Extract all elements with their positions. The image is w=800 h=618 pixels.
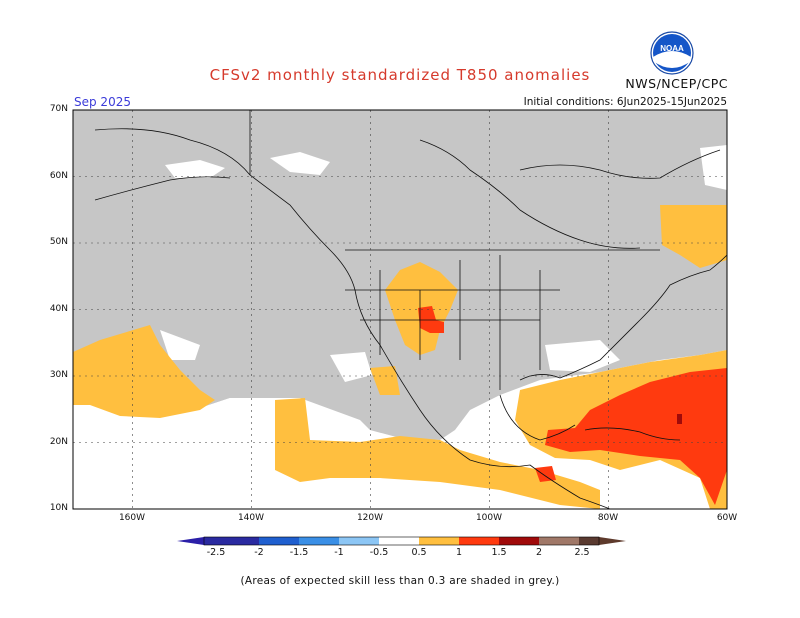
colorbar-tick: 2.5 <box>574 547 590 558</box>
noaa-logo: NOAA <box>650 31 694 75</box>
lon-label: 60W <box>716 513 738 523</box>
colorbar-tick: -1 <box>334 547 344 558</box>
anomaly-region-pacific-mexico <box>275 398 600 509</box>
anomaly-region-atlantic-canada <box>660 205 727 268</box>
colorbar <box>177 536 626 546</box>
colorbar-high-end <box>599 537 626 545</box>
svg-text:NOAA: NOAA <box>660 44 684 53</box>
colorbar-tick: -2 <box>254 547 264 558</box>
anomaly-region-pacific-north <box>73 325 215 418</box>
anomaly-region-caribbean <box>545 368 727 505</box>
colorbar-tick: 2 <box>535 547 543 558</box>
colorbar-low-end <box>177 537 204 545</box>
colorbar-tick: -2.5 <box>206 547 226 558</box>
lat-label: 70N <box>49 104 68 114</box>
lat-label: 60N <box>49 171 68 181</box>
lat-label: 40N <box>49 304 68 314</box>
colorbar-tick: -1.5 <box>289 547 309 558</box>
lon-label: 120W <box>356 513 384 523</box>
lon-label: 140W <box>237 513 265 523</box>
colorbar-tick: 1 <box>455 547 463 558</box>
lon-label: 80W <box>597 513 619 523</box>
anomaly-region-four-corners <box>418 306 444 333</box>
lon-label: 160W <box>118 513 146 523</box>
lat-label: 30N <box>49 370 68 380</box>
initial-conditions: Initial conditions: 6Jun2025-15Jun2025 <box>523 96 727 108</box>
anomaly-region-dark <box>677 414 682 424</box>
chart-title: CFSv2 monthly standardized T850 anomalie… <box>209 66 591 84</box>
colorbar-tick: 1.5 <box>491 547 507 558</box>
lon-label: 100W <box>475 513 503 523</box>
footnote: (Areas of expected skill less than 0.3 a… <box>240 575 560 587</box>
colorbar-tick: 0.5 <box>411 547 427 558</box>
lat-label: 20N <box>49 437 68 447</box>
colorbar-tick: -0.5 <box>369 547 389 558</box>
forecast-month: Sep 2025 <box>74 95 131 109</box>
lat-label: 10N <box>49 503 68 513</box>
organization-label: NWS/NCEP/CPC <box>625 76 728 91</box>
lat-label: 50N <box>49 237 68 247</box>
